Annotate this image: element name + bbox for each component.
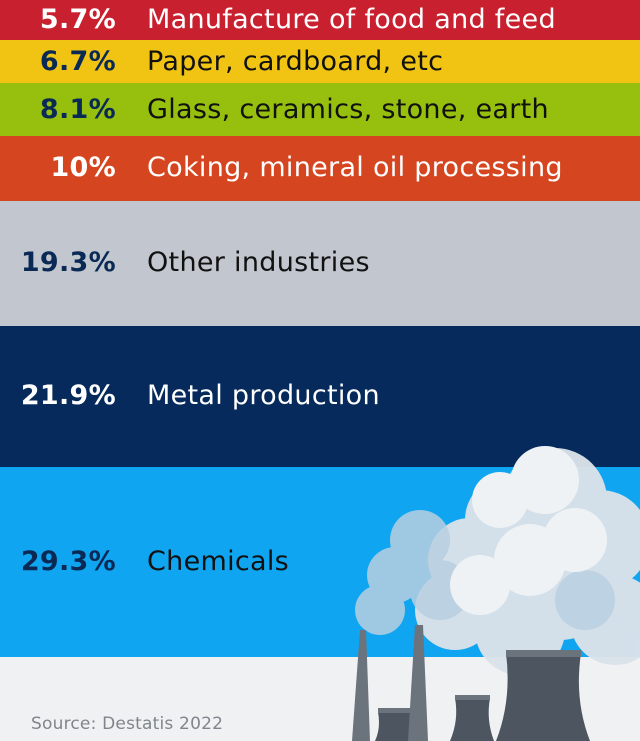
category-label: Chemicals <box>147 546 290 578</box>
category-label: Metal production <box>147 380 380 412</box>
data-label: 10% <box>50 152 116 184</box>
category-label: Manufacture of food and feed <box>147 4 556 35</box>
category-label: Other industries <box>147 247 370 279</box>
bar-glass-ceramics-stone-earth: 8.1% Glass, ceramics, stone, earth <box>0 83 640 136</box>
bar-coking-mineral-oil-processing: 10% Coking, mineral oil processing <box>0 135 640 201</box>
data-label: 21.9% <box>20 380 116 412</box>
bar-metal-production: 21.9% Metal production <box>0 325 640 468</box>
bar-paper-cardboard-etc: 6.7% Paper, cardboard, etc <box>0 40 640 84</box>
data-label: 5.7% <box>39 4 116 35</box>
category-label: Coking, mineral oil processing <box>147 152 563 184</box>
bar-chemicals: 29.3% Chemicals <box>0 467 640 657</box>
data-label: 6.7% <box>39 45 116 77</box>
data-label: 8.1% <box>39 93 116 125</box>
source-note: Source: Destatis 2022 <box>31 714 224 734</box>
data-label: 19.3% <box>20 247 116 279</box>
category-label: Paper, cardboard, etc <box>147 45 444 77</box>
data-label: 29.3% <box>20 546 116 578</box>
bar-manufacture-of-food-and-feed: 5.7% Manufacture of food and feed <box>0 0 640 40</box>
category-label: Glass, ceramics, stone, earth <box>147 93 549 125</box>
bar-other-industries: 19.3% Other industries <box>0 200 640 326</box>
